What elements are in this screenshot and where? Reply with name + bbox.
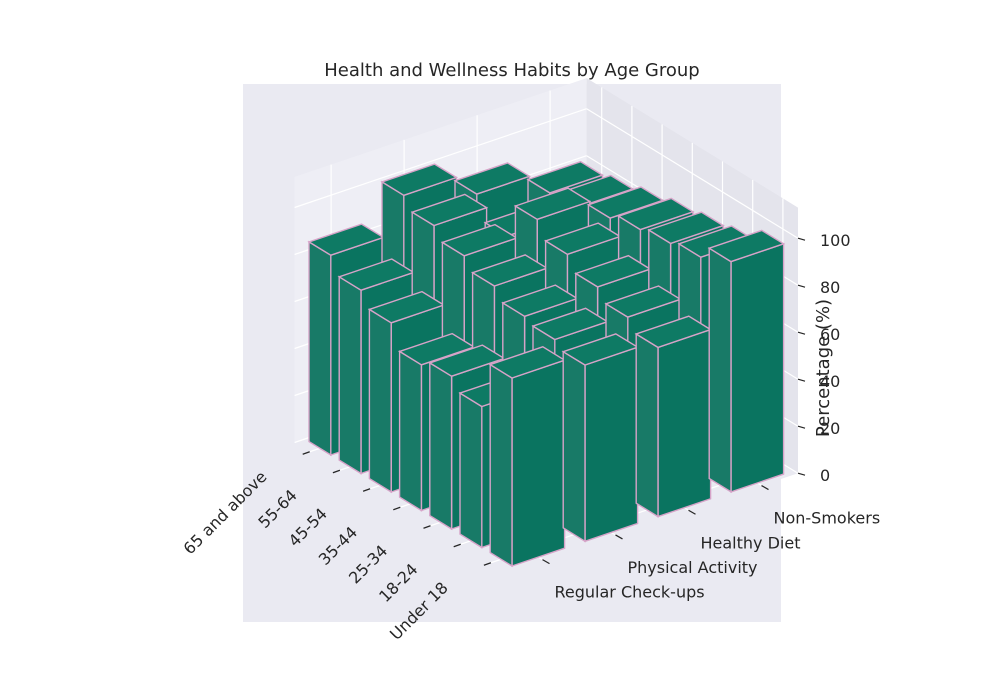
bar-top [397,332,476,366]
z-tick-label: 0 [820,466,830,485]
bar-face [368,308,392,494]
bar-top [410,193,489,227]
bar-face [708,246,732,494]
x-tick [302,451,310,455]
bar-top [470,254,549,287]
bar-top [380,163,459,197]
y-tick-label: Healthy Diet [701,533,801,552]
z-tick-label: 80 [820,278,840,297]
y-tick-label: Physical Activity [628,558,758,577]
bar-face [730,242,785,493]
z-tick [797,472,806,476]
bar [488,346,567,568]
bar-top [543,222,622,256]
bar-top [440,223,519,257]
y-tick [542,559,550,565]
z-tick-label: 100 [820,231,851,250]
bar-top [337,258,416,291]
bar-top [561,333,640,366]
bar-top [428,344,506,377]
x-tick [423,525,431,529]
bar-face [657,328,712,518]
z-tick [797,284,806,288]
bar-face [489,363,513,568]
bar-face [635,332,659,518]
x-tick [453,543,461,548]
y-tick [688,509,696,515]
bar [634,315,713,518]
x-tick [362,488,371,492]
z-tick [797,331,806,335]
bar-face [308,240,332,457]
bar-top [501,284,579,318]
bar-top [574,254,652,288]
bar-top [526,160,605,194]
bar-face [459,391,483,549]
y-tick [615,534,623,540]
y-tick [761,485,769,491]
x-tick [483,562,492,566]
z-tick-label: 40 [820,372,840,391]
bar-top [367,290,446,324]
bar-top [616,197,695,231]
bars [307,160,786,568]
bar-top [531,307,610,341]
bar-top [604,285,683,318]
bar-face [511,359,566,567]
grid-line [294,108,587,209]
bar-top [707,229,786,263]
bar-top [513,187,592,221]
bar-top [586,186,665,219]
bar-top [453,162,532,195]
bar-face [562,350,586,543]
bar-top [634,315,713,349]
bar-face [398,350,423,512]
z-tick [797,237,806,241]
bar-face [338,275,362,475]
z-tick-label: 20 [820,419,840,438]
z-axis-label: Percentage (%) [813,299,834,437]
bar-top [307,223,386,256]
bar-face [429,361,453,531]
grid-line [586,108,799,239]
bar-top [647,211,725,245]
bar [707,229,786,494]
bar-face [584,346,639,543]
z-tick [797,378,806,382]
x-tick [393,506,401,511]
chart-title: Health and Wellness Habits by Age Group [324,60,699,81]
bar [561,333,640,543]
bar-top [488,346,567,379]
y-tick-label: Regular Check-ups [555,583,705,602]
z-tick [797,425,806,429]
x-tick [332,469,341,474]
z-tick-label: 60 [820,325,840,344]
y-tick-label: Non-Smokers [774,509,881,528]
